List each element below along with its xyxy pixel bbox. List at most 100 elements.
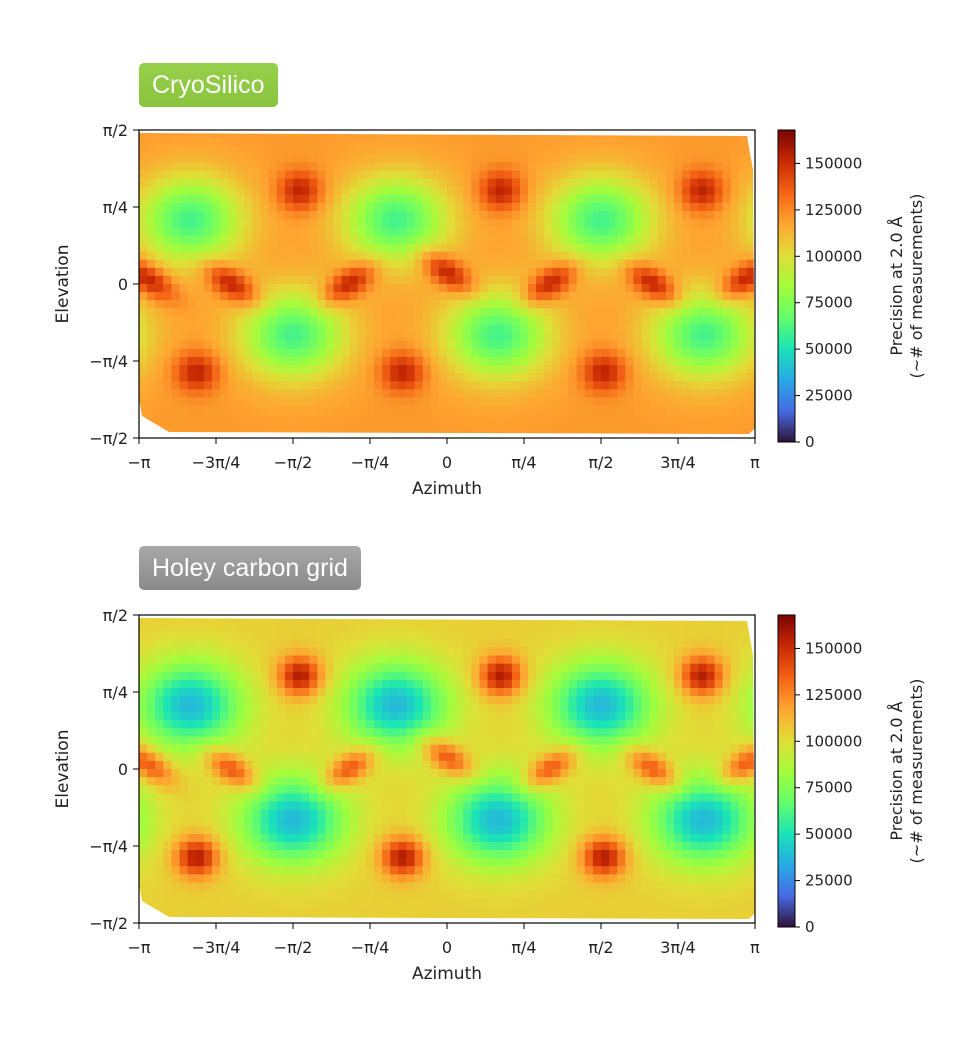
heatmap-cell (333, 284, 343, 293)
heatmap-cell (471, 267, 481, 277)
heatmap-cell (682, 696, 691, 705)
heatmap-cell (438, 146, 448, 155)
heatmap-cell (633, 760, 643, 770)
heatmap-cell (471, 170, 481, 180)
heatmap-cell (220, 202, 229, 212)
colorbar-label-line: (~# of measurements) (907, 194, 926, 379)
heatmap-cell (317, 211, 327, 220)
heatmap-cell (422, 219, 432, 228)
heatmap-cell (455, 300, 464, 309)
heatmap-cell (341, 251, 351, 261)
heatmap-cell (722, 720, 732, 730)
heatmap-cell (406, 219, 416, 228)
heatmap-cell (544, 324, 553, 334)
heatmap-cell (455, 365, 464, 374)
heatmap-cell (649, 235, 659, 245)
heatmap-cell (430, 373, 440, 382)
heatmap-cell (155, 679, 164, 689)
heatmap-cell (601, 373, 610, 382)
heatmap-cell (738, 631, 748, 640)
heatmap-cell (325, 752, 335, 762)
heatmap-cell (511, 825, 521, 835)
heatmap-cell (649, 413, 659, 423)
heatmap-cell (244, 817, 254, 827)
heatmap-cell (698, 162, 707, 172)
heatmap-cell (293, 817, 302, 827)
heatmap-cell (406, 405, 416, 415)
heatmap-cell (592, 704, 602, 713)
heatmap-cell (633, 618, 643, 624)
heatmap-cell (187, 704, 197, 713)
heatmap-cell (195, 251, 205, 261)
heatmap-cell (625, 671, 635, 681)
heatmap-cell (374, 340, 383, 350)
heatmap-cell (252, 413, 262, 423)
heatmap-cell (147, 356, 156, 366)
heatmap-cell (722, 631, 732, 640)
heatmap-cell (576, 235, 586, 245)
heatmap-cell (487, 421, 497, 431)
heatmap-cell (503, 825, 513, 835)
heatmap-cell (357, 219, 367, 228)
heatmap-cell (195, 793, 205, 803)
heatmap-cell (430, 162, 440, 172)
heatmap-cell (276, 146, 286, 155)
heatmap-cell (268, 744, 278, 754)
heatmap-cell (155, 284, 164, 293)
heatmap-cell (260, 712, 270, 721)
heatmap-cell (584, 631, 594, 640)
heatmap-cell (365, 235, 375, 245)
heatmap-cell (147, 623, 156, 632)
heatmap-cell (195, 186, 205, 196)
heatmap-cell (601, 292, 610, 301)
heatmap-cell (276, 381, 286, 390)
heatmap-cell (641, 389, 651, 399)
heatmap-cell (560, 316, 570, 326)
heatmap-cell (252, 801, 262, 811)
heatmap-cell (252, 623, 262, 632)
heatmap-cell (495, 623, 505, 632)
heatmap-cell (625, 186, 635, 196)
heatmap-cell (293, 712, 302, 721)
heatmap-cell (301, 275, 310, 285)
heatmap-cell (333, 275, 343, 285)
heatmap-cell (552, 397, 562, 407)
heatmap-cell (447, 769, 456, 778)
heatmap-cell (268, 202, 278, 212)
heatmap-cell (349, 365, 359, 374)
heatmap-cell (601, 267, 610, 277)
heatmap-cell (552, 373, 562, 382)
heatmap-cell (471, 365, 481, 374)
heatmap-cell (698, 340, 707, 350)
heatmap-cell (503, 235, 513, 245)
heatmap-cell (641, 308, 651, 318)
heatmap-cell (325, 300, 335, 309)
heatmap-cell (641, 679, 651, 689)
heatmap-cell (349, 663, 359, 673)
heatmap-cell (738, 292, 748, 301)
heatmap-cell (211, 162, 221, 172)
heatmap-cell (301, 170, 310, 180)
heatmap-cell (147, 744, 156, 754)
heatmap-cell (471, 421, 481, 431)
heatmap-cell (301, 618, 310, 624)
heatmap-cell (220, 421, 229, 431)
heatmap-cell (536, 227, 545, 236)
heatmap-cell (633, 704, 643, 713)
heatmap-cell (341, 324, 351, 334)
heatmap-cell (511, 671, 521, 681)
heatmap-cell (649, 138, 659, 147)
heatmap-cell (382, 202, 391, 212)
heatmap-cell (406, 275, 416, 285)
heatmap-cell (301, 405, 310, 415)
heatmap-cell (560, 340, 570, 350)
heatmap-cell (657, 413, 667, 423)
heatmap-cell (649, 679, 659, 689)
heatmap-cell (171, 720, 181, 730)
heatmap-cell (609, 671, 618, 681)
heatmap-cell (560, 227, 570, 236)
heatmap-cell (746, 817, 755, 827)
heatmap-cell (293, 760, 302, 770)
heatmap-cell (706, 332, 716, 342)
heatmap-cell (536, 704, 545, 713)
